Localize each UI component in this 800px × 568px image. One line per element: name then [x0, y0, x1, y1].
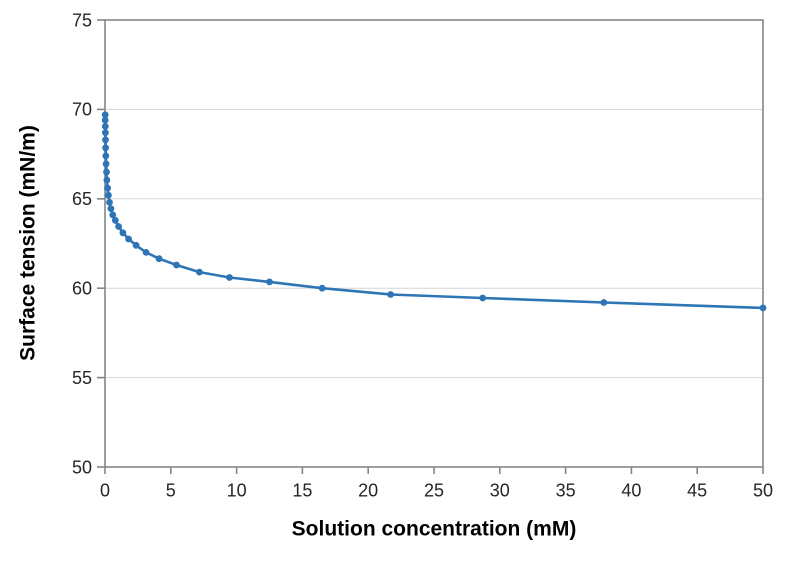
x-tick-label: 15: [292, 480, 312, 500]
data-point-marker: [196, 268, 203, 276]
data-point-marker: [125, 235, 132, 243]
data-point-marker: [226, 274, 233, 281]
y-tick-label: 60: [72, 279, 92, 299]
x-tick-label: 5: [166, 480, 176, 500]
data-point-marker: [102, 129, 109, 137]
data-point-marker: [107, 205, 115, 213]
data-point-marker: [115, 223, 122, 230]
data-point-marker: [119, 229, 127, 237]
x-tick-label: 10: [227, 480, 247, 500]
y-tick-label: 65: [72, 189, 92, 209]
x-axis-title: Solution concentration (mM): [292, 517, 577, 540]
x-tick-label: 35: [556, 480, 576, 500]
data-point-marker: [105, 191, 112, 199]
x-tick-label: 30: [490, 480, 510, 500]
y-tick-label: 70: [72, 100, 92, 120]
x-tick-labels: 0 5 10 15 20 25 30 35 40 45 50: [100, 480, 773, 500]
y-tick-label: 75: [72, 10, 92, 30]
y-tick-label: 55: [72, 368, 92, 388]
x-tick-label: 50: [753, 480, 773, 500]
data-point-marker: [101, 116, 109, 124]
data-point-marker: [479, 294, 487, 302]
data-point-marker: [155, 255, 163, 263]
data-point-marker: [103, 176, 111, 184]
x-tick-label: 40: [621, 480, 641, 500]
data-point-marker: [102, 152, 110, 160]
data-point-marker: [103, 168, 110, 176]
x-tick-label: 45: [687, 480, 707, 500]
data-point-marker: [111, 216, 119, 224]
axis-ticks: [97, 19, 764, 474]
x-tick-label: 0: [100, 480, 110, 500]
y-tick-labels: 50 55 60 65 70 75: [72, 10, 92, 477]
data-point-marker: [759, 304, 767, 312]
x-tick-label: 20: [358, 480, 378, 500]
series-line: [103, 113, 765, 310]
data-point-marker: [142, 249, 150, 256]
data-point-marker: [600, 299, 608, 306]
data-point-marker: [266, 278, 273, 286]
x-tick-label: 25: [424, 480, 444, 500]
data-point-marker: [109, 211, 117, 219]
y-axis-title: Surface tension (mN/m): [16, 125, 39, 361]
data-point-marker: [102, 144, 109, 152]
data-point-marker: [101, 123, 109, 130]
data-point-marker: [102, 136, 109, 144]
plot-area-border: [104, 19, 764, 468]
data-point-marker: [106, 199, 113, 206]
data-point-marker: [104, 184, 111, 192]
data-point-marker: [387, 291, 394, 298]
data-point-marker: [173, 261, 180, 269]
gridlines: [105, 108, 763, 379]
y-tick-label: 50: [72, 457, 92, 477]
data-series: [101, 111, 767, 312]
data-point-marker: [132, 241, 140, 249]
data-point-marker: [318, 284, 326, 292]
data-point-marker: [101, 111, 109, 119]
data-point-marker: [102, 160, 110, 168]
